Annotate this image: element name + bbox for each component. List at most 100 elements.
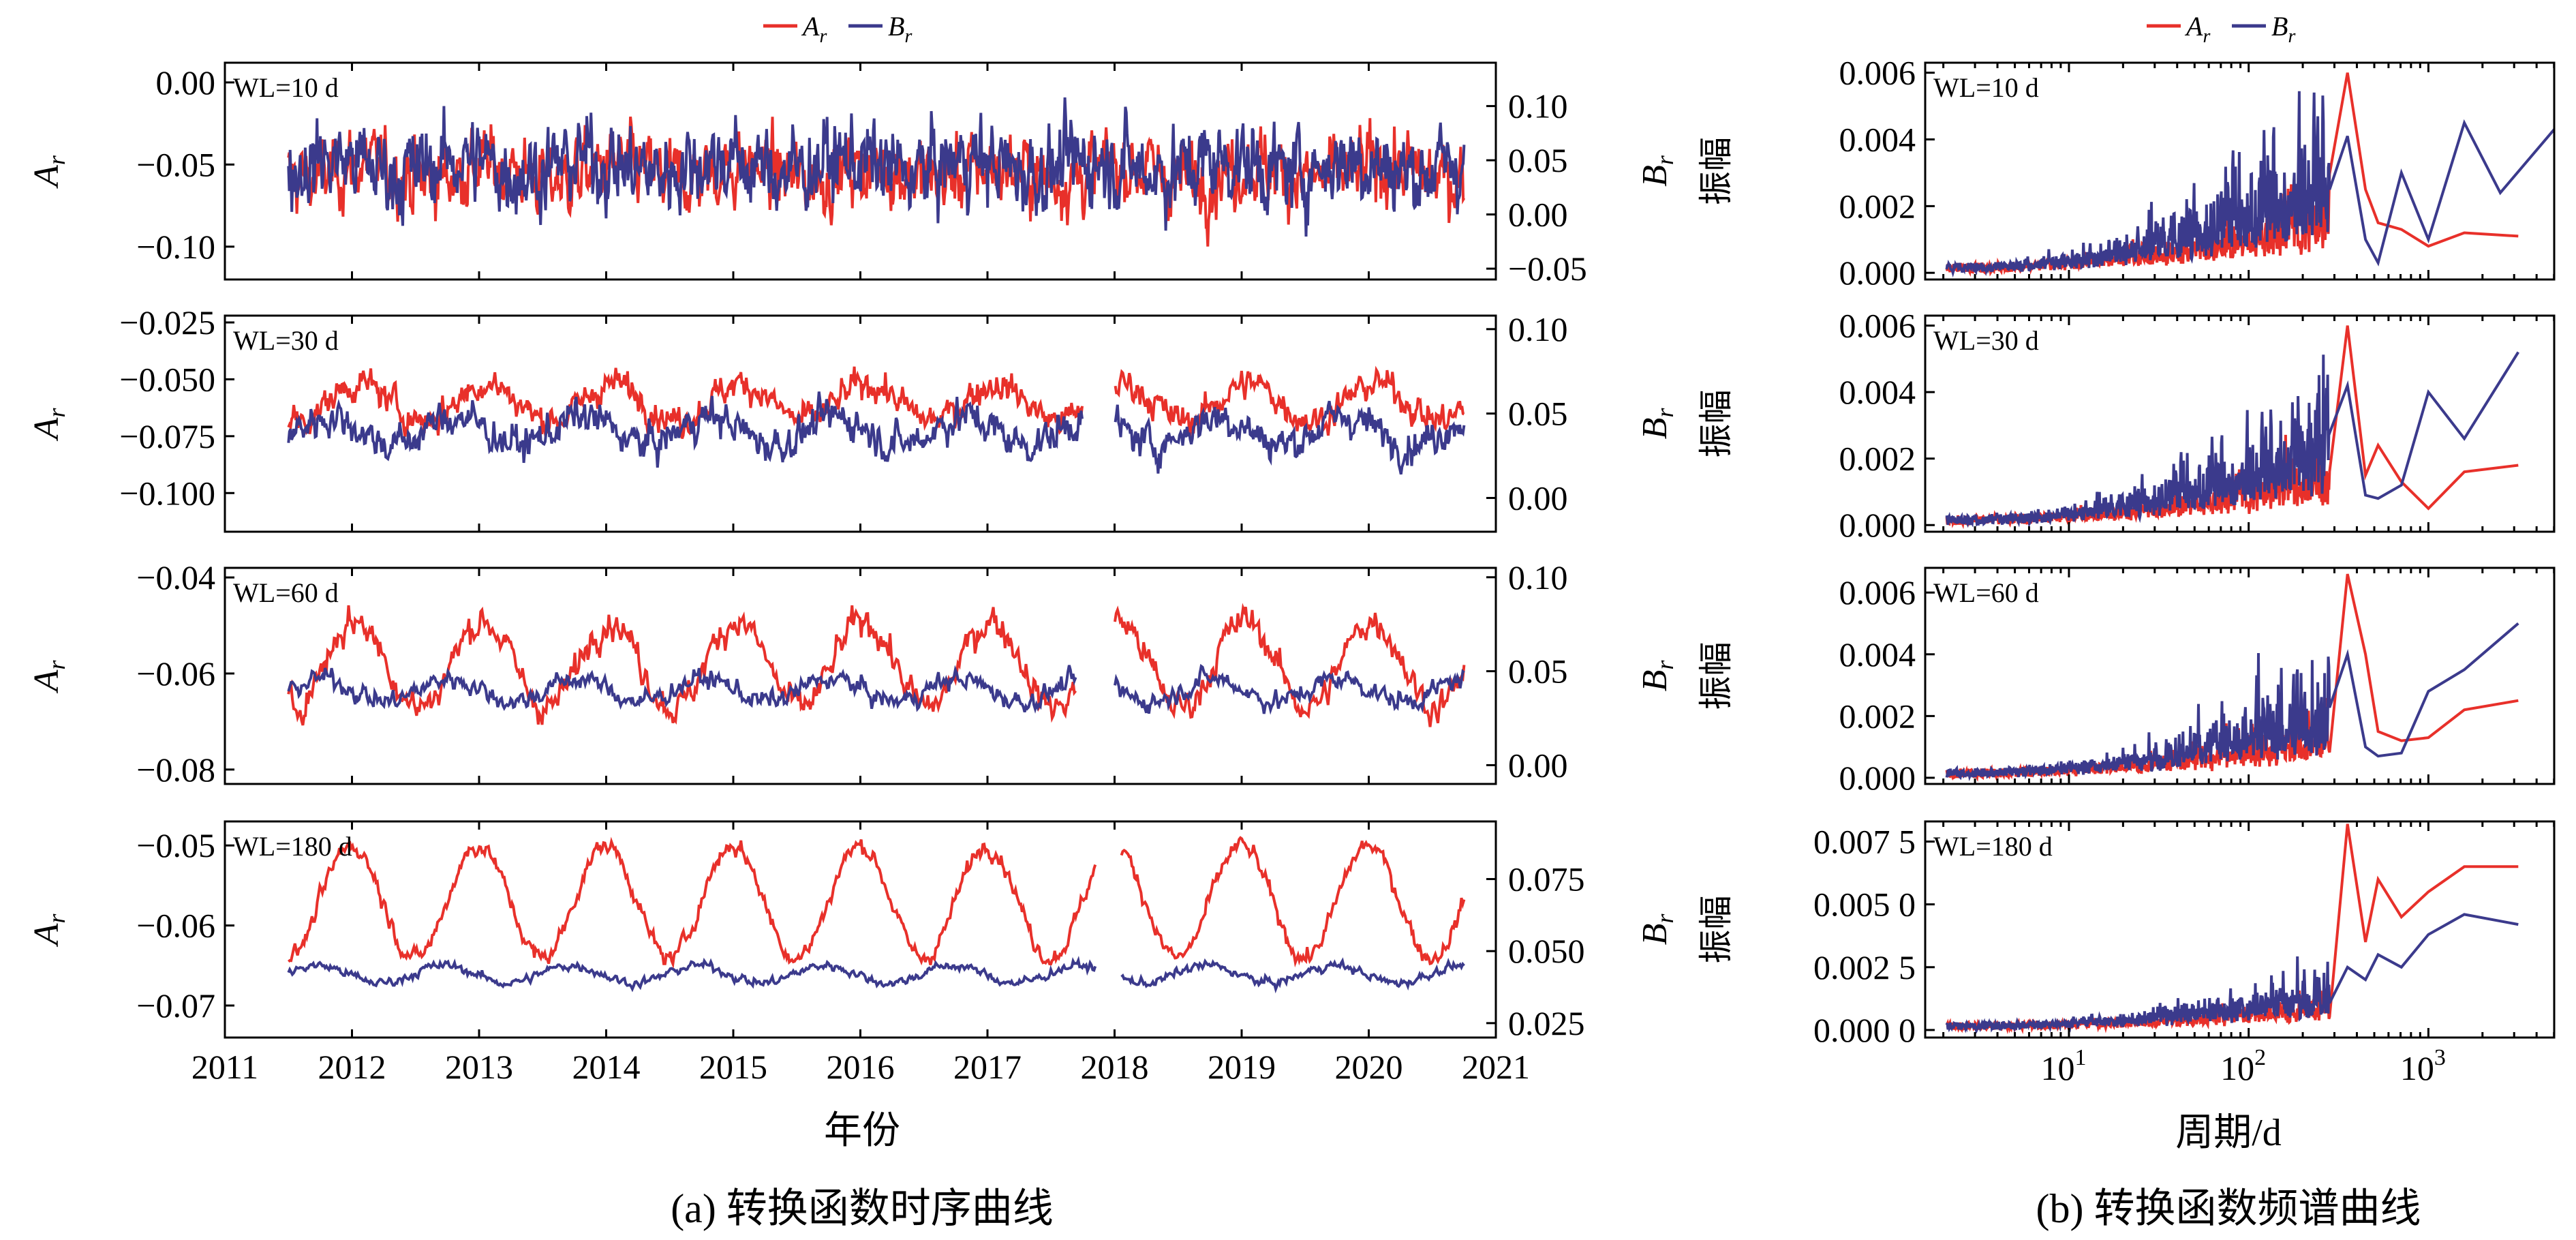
- y-tick-label: 0.002: [1839, 440, 1916, 478]
- series-b-line: [287, 956, 1465, 994]
- y2-tick-label: 0.05: [1508, 141, 1568, 179]
- x-tick-label: 102: [2220, 1045, 2266, 1087]
- caption-b: (b) 转换函数频谱曲线: [2036, 1186, 2421, 1231]
- y-tick-label: 0.004: [1839, 635, 1916, 674]
- y2-tick-label: 0.10: [1508, 87, 1568, 125]
- y-tick-label: −0.050: [119, 360, 215, 398]
- window-label: WL=180 d: [233, 831, 352, 862]
- x-tick-label: 2013: [445, 1048, 513, 1086]
- x-tick-label: 2015: [699, 1048, 767, 1086]
- spectrum-panel-3: 0.006 0.004 0.002 0.000 WL=60 d Br 振幅: [1636, 566, 2556, 797]
- y-tick-label: 0.005 0: [1813, 886, 1916, 924]
- spectrum-panel-1: 0.006 0.004 0.002 0.000 WL=10 d Br 振幅: [1636, 54, 2556, 292]
- spectrum-b-line: [1945, 91, 2554, 278]
- caption-a: (a) 转换函数时序曲线: [671, 1186, 1054, 1231]
- x-tick-label: 2017: [953, 1048, 1022, 1086]
- y-tick-label: 0.006: [1839, 573, 1916, 611]
- x-tick-label: 2014: [572, 1048, 641, 1086]
- y-tick-label: 0.000 0: [1813, 1011, 1916, 1049]
- spectrum-b-line: [1945, 913, 2519, 1034]
- y2-tick-label: 0.05: [1508, 652, 1568, 691]
- y-tick-label: 0.006: [1839, 307, 1916, 345]
- window-label: WL=30 d: [233, 325, 339, 356]
- window-label: WL=30 d: [1933, 325, 2039, 356]
- x-tick-label: 2021: [1462, 1048, 1530, 1086]
- series-b-line: [287, 663, 1465, 715]
- y-tick-label: −0.100: [119, 474, 215, 512]
- window-label: WL=180 d: [1933, 831, 2053, 862]
- y2-tick-label: 0.10: [1508, 310, 1568, 348]
- series-a-line: [287, 603, 1466, 727]
- y-tick-label: −0.025: [119, 303, 215, 342]
- spectrum-panel-4: 0.007 5 0.005 0 0.002 5 0.000 0 WL=180 d Br 振幅: [1636, 820, 2556, 1049]
- legend-b-label: Br: [2271, 11, 2295, 47]
- right-x-axis-label: 周期/d: [2175, 1112, 2282, 1154]
- y-tick-label: 0.000: [1839, 254, 1916, 292]
- y-tick-label: 0.000: [1839, 506, 1916, 544]
- x-tick-label: 2011: [191, 1048, 258, 1086]
- x-tick-label: 2018: [1081, 1048, 1149, 1086]
- y-tick-label: −0.07: [136, 986, 215, 1025]
- y-tick-label: 0.002: [1839, 187, 1916, 225]
- y-tick-label: 0.002 5: [1813, 948, 1916, 986]
- y2-tick-label: −0.05: [1508, 249, 1587, 288]
- y2-tick-label: 0.00: [1508, 479, 1568, 517]
- y-tick-label: −0.08: [136, 751, 215, 789]
- spectrum-b-line: [1945, 622, 2519, 782]
- y-axis-label: Ar: [27, 913, 70, 948]
- y-axis-label-amplitude: 振幅: [1697, 642, 1735, 710]
- series-a-line: [288, 836, 1466, 969]
- x-tick-label: 2016: [827, 1048, 895, 1086]
- legend-right: Ar Br: [2147, 11, 2295, 47]
- series-b-line: [287, 97, 1466, 237]
- y2-tick-label: 0.10: [1508, 558, 1568, 596]
- y-axis-label-amplitude: 振幅: [1697, 137, 1735, 205]
- y-axis-label: Ar: [27, 408, 70, 442]
- y-tick-label: 0.007 5: [1813, 822, 1916, 860]
- series-a-line: [287, 365, 1465, 439]
- y-tick-label: −0.06: [136, 654, 215, 693]
- y-tick-label: −0.075: [119, 417, 215, 455]
- y-tick-label: 0.004: [1839, 373, 1916, 411]
- legend-b-label: Br: [888, 11, 912, 47]
- y-axis-label-b: Br: [1636, 660, 1678, 692]
- timeseries-panel-2: −0.025 −0.050 −0.075 −0.100 0.10 0.05 0.00 WL=3…: [27, 303, 1568, 533]
- y-tick-label: 0.002: [1839, 697, 1916, 735]
- y-tick-label: −0.10: [136, 228, 215, 266]
- y-axis-label: Ar: [27, 155, 70, 189]
- window-label: WL=10 d: [1933, 72, 2039, 103]
- y-tick-label: 0.000: [1839, 759, 1916, 797]
- y-tick-label: −0.04: [136, 558, 215, 596]
- x-tick-label: 101: [2040, 1045, 2086, 1087]
- y2-tick-label: 0.025: [1508, 1004, 1585, 1042]
- left-x-axis-label: 年份: [824, 1110, 900, 1152]
- spectrum-panel-2: 0.006 0.004 0.002 0.000 WL=30 d Br 振幅: [1636, 307, 2556, 544]
- window-label: WL=60 d: [233, 577, 339, 608]
- y-axis-label-b: Br: [1636, 408, 1678, 440]
- y2-tick-label: 0.050: [1508, 932, 1585, 970]
- y-axis-label-amplitude: 振幅: [1697, 896, 1735, 964]
- x-tick-label: 2019: [1208, 1048, 1276, 1086]
- legend-a-label: Ar: [801, 11, 827, 47]
- timeseries-panel-3: −0.04 −0.06 −0.08 0.10 0.05 0.00 WL=60 d Ar: [27, 558, 1568, 789]
- y2-tick-label: 0.05: [1508, 395, 1568, 433]
- y-tick-label: 0.00: [156, 63, 216, 102]
- x-tick-label: 103: [2400, 1045, 2446, 1087]
- spectrum-b-line: [1945, 351, 2519, 528]
- y-axis-label-b: Br: [1636, 155, 1678, 187]
- legend-left: Ar Br: [763, 11, 912, 47]
- legend-a-label: Ar: [2184, 11, 2210, 47]
- y2-tick-label: 0.00: [1508, 196, 1568, 234]
- x-tick-label: 2012: [318, 1048, 386, 1086]
- timeseries-panel-1: 0.00 −0.05 −0.10 0.10 0.05 0.00 −0.05 WL=10 d Ar: [27, 61, 1587, 288]
- series-b-line: [287, 391, 1466, 475]
- y-tick-label: −0.06: [136, 907, 215, 945]
- y-tick-label: −0.05: [136, 145, 215, 183]
- y-tick-label: −0.05: [136, 826, 215, 864]
- timeseries-panel-4: −0.05 −0.06 −0.07 0.075 0.050 0.025 WL=180 d Ar: [27, 820, 1585, 1042]
- x-tick-label: 2020: [1335, 1048, 1403, 1086]
- y-tick-label: 0.004: [1839, 121, 1916, 159]
- y2-tick-label: 0.00: [1508, 746, 1568, 784]
- window-label: WL=10 d: [233, 72, 339, 103]
